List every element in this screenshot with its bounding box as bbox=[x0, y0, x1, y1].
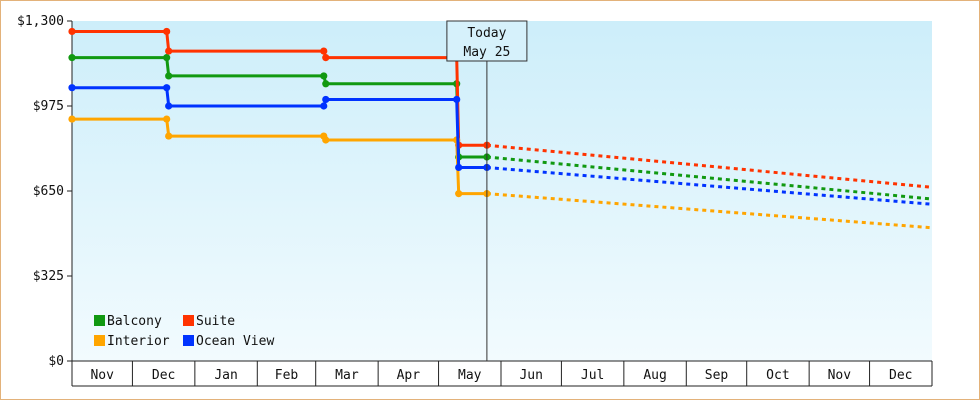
y-tick-label: $1,300 bbox=[17, 14, 64, 29]
x-month-label: Aug bbox=[643, 368, 666, 383]
series-balcony-forecast-line bbox=[486, 155, 931, 201]
series-interior-point bbox=[68, 115, 76, 123]
series-suite-forecast-line bbox=[486, 143, 931, 189]
y-tick-label: $975 bbox=[33, 99, 64, 114]
y-axis: $0 $325 $650 $975 $1,300 bbox=[17, 14, 73, 369]
series-interior-point bbox=[163, 115, 171, 123]
series-interior-point bbox=[165, 132, 173, 140]
today-label-box bbox=[446, 20, 528, 62]
legend-swatch bbox=[94, 315, 105, 326]
x-month-label: Mar bbox=[335, 368, 359, 383]
y-tick-label: $325 bbox=[33, 269, 64, 284]
legend-swatch bbox=[94, 335, 105, 346]
x-month-label: Jun bbox=[519, 368, 542, 383]
legend: Balcony Suite Interior Ocean View bbox=[94, 314, 274, 349]
legend-label: Balcony bbox=[107, 314, 162, 329]
series-ocean-view-point bbox=[453, 95, 461, 104]
x-month-label: Nov bbox=[828, 368, 852, 383]
series-ocean-view-point bbox=[163, 84, 171, 92]
x-month-label: Oct bbox=[766, 368, 789, 383]
series-balcony-point bbox=[68, 54, 76, 62]
series-suite-point bbox=[163, 27, 171, 36]
legend-label: Suite bbox=[196, 314, 235, 329]
y-tick-label: $650 bbox=[33, 184, 64, 199]
series-suite-point bbox=[165, 47, 173, 55]
x-month-label: Apr bbox=[397, 368, 421, 383]
legend-swatch bbox=[183, 335, 194, 346]
series-ocean-view-point bbox=[68, 84, 76, 92]
series-suite-point bbox=[320, 47, 328, 55]
series-ocean-view-forecast-line bbox=[486, 166, 931, 206]
series-suite-point bbox=[322, 54, 330, 62]
today-marker: Today May 25 bbox=[446, 20, 528, 361]
legend-label: Ocean View bbox=[196, 334, 274, 349]
x-month-label: Sep bbox=[705, 368, 729, 383]
y-tick-label: $0 bbox=[48, 354, 64, 369]
plot-area bbox=[72, 21, 932, 361]
x-month-label: Jul bbox=[581, 368, 604, 383]
series-ocean-view-point bbox=[322, 95, 330, 104]
x-month-label: Feb bbox=[275, 368, 299, 383]
series-lines bbox=[68, 27, 931, 230]
series-interior-point bbox=[455, 190, 463, 198]
x-month-label: Jan bbox=[214, 368, 237, 383]
series-balcony-point bbox=[322, 80, 330, 88]
legend-label: Interior bbox=[107, 334, 170, 349]
today-label: Today bbox=[467, 26, 506, 41]
series-interior-point bbox=[322, 136, 330, 144]
x-axis: Nov Dec Jan Feb Mar Apr May Jun Jul Aug Sep Oct Nov D… bbox=[71, 360, 933, 387]
legend-swatch bbox=[183, 315, 194, 326]
x-month-label: Dec bbox=[889, 368, 912, 383]
x-month-label: Dec bbox=[152, 368, 175, 383]
x-month-label: May bbox=[458, 368, 482, 383]
series-interior-forecast-line bbox=[486, 192, 931, 230]
x-month-label: Nov bbox=[90, 368, 114, 383]
series-suite-point bbox=[68, 27, 76, 36]
series-ocean-view-point bbox=[455, 163, 463, 172]
series-balcony-point bbox=[165, 72, 173, 80]
today-date-label: May 25 bbox=[463, 45, 510, 60]
series-balcony-point bbox=[163, 54, 171, 62]
series-ocean-view-point bbox=[320, 102, 328, 110]
series-balcony-point bbox=[320, 72, 328, 80]
series-ocean-view-point bbox=[165, 102, 173, 110]
